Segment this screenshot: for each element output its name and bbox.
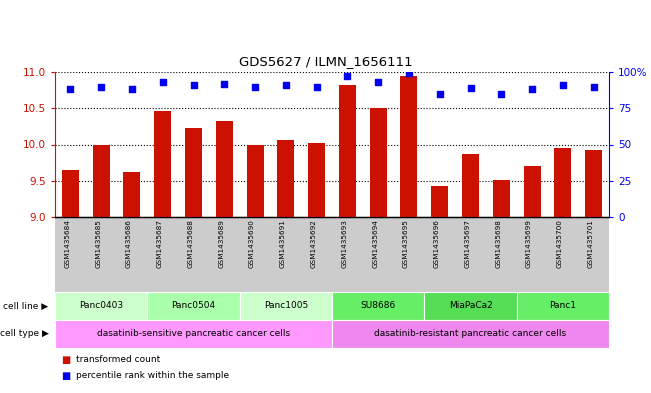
Text: cell type ▶: cell type ▶ bbox=[0, 329, 48, 338]
Text: cell line ▶: cell line ▶ bbox=[3, 301, 48, 310]
Point bbox=[404, 70, 414, 77]
Bar bbox=[308, 143, 325, 217]
Text: ■: ■ bbox=[61, 371, 71, 381]
Point bbox=[311, 83, 322, 90]
Point bbox=[96, 83, 106, 90]
Point bbox=[219, 81, 230, 87]
Bar bbox=[124, 172, 141, 217]
Text: Panc1: Panc1 bbox=[549, 301, 576, 310]
Point bbox=[188, 82, 199, 88]
Bar bbox=[339, 85, 356, 217]
Bar bbox=[216, 121, 233, 217]
Bar bbox=[62, 170, 79, 217]
Text: GSM1435693: GSM1435693 bbox=[341, 219, 348, 268]
Text: GSM1435700: GSM1435700 bbox=[557, 219, 563, 268]
Text: GSM1435691: GSM1435691 bbox=[280, 219, 286, 268]
Bar bbox=[400, 76, 417, 217]
Text: Panc1005: Panc1005 bbox=[264, 301, 308, 310]
Text: GSM1435689: GSM1435689 bbox=[218, 219, 225, 268]
Text: ■: ■ bbox=[61, 355, 71, 365]
Point bbox=[373, 79, 383, 85]
Bar bbox=[523, 166, 540, 217]
Text: Panc0403: Panc0403 bbox=[79, 301, 123, 310]
Text: GSM1435695: GSM1435695 bbox=[403, 219, 409, 268]
Text: GSM1435688: GSM1435688 bbox=[187, 219, 193, 268]
Text: GSM1435686: GSM1435686 bbox=[126, 219, 132, 268]
Text: SU8686: SU8686 bbox=[361, 301, 396, 310]
Text: GSM1435696: GSM1435696 bbox=[434, 219, 439, 268]
Text: GSM1435697: GSM1435697 bbox=[465, 219, 471, 268]
Point bbox=[127, 86, 137, 92]
Point bbox=[250, 83, 260, 90]
Text: dasatinib-sensitive pancreatic cancer cells: dasatinib-sensitive pancreatic cancer ce… bbox=[97, 329, 290, 338]
Bar bbox=[493, 180, 510, 217]
Text: GSM1435687: GSM1435687 bbox=[157, 219, 163, 268]
Text: GSM1435690: GSM1435690 bbox=[249, 219, 255, 268]
Text: GDS5627 / ILMN_1656111: GDS5627 / ILMN_1656111 bbox=[239, 55, 412, 68]
Point bbox=[281, 82, 291, 88]
Text: Panc0504: Panc0504 bbox=[171, 301, 215, 310]
Text: GSM1435684: GSM1435684 bbox=[64, 219, 70, 268]
Point bbox=[465, 85, 476, 91]
Text: MiaPaCa2: MiaPaCa2 bbox=[449, 301, 492, 310]
Text: GSM1435701: GSM1435701 bbox=[588, 219, 594, 268]
Text: GSM1435694: GSM1435694 bbox=[372, 219, 378, 268]
Point bbox=[527, 86, 537, 92]
Point bbox=[158, 79, 168, 85]
Bar bbox=[555, 148, 572, 217]
Point bbox=[496, 91, 506, 97]
Bar bbox=[585, 150, 602, 217]
Bar bbox=[462, 154, 479, 217]
Bar bbox=[185, 128, 202, 217]
Bar bbox=[154, 111, 171, 217]
Point bbox=[434, 91, 445, 97]
Text: percentile rank within the sample: percentile rank within the sample bbox=[76, 371, 229, 380]
Text: GSM1435692: GSM1435692 bbox=[311, 219, 316, 268]
Point bbox=[342, 73, 353, 79]
Point bbox=[65, 86, 76, 92]
Bar bbox=[431, 186, 448, 217]
Point bbox=[558, 82, 568, 88]
Text: GSM1435699: GSM1435699 bbox=[526, 219, 532, 268]
Point bbox=[589, 83, 599, 90]
Bar bbox=[370, 108, 387, 217]
Text: GSM1435698: GSM1435698 bbox=[495, 219, 501, 268]
Text: transformed count: transformed count bbox=[76, 356, 160, 364]
Bar bbox=[92, 145, 109, 217]
Text: GSM1435685: GSM1435685 bbox=[95, 219, 101, 268]
Text: dasatinib-resistant pancreatic cancer cells: dasatinib-resistant pancreatic cancer ce… bbox=[374, 329, 566, 338]
Bar bbox=[247, 145, 264, 217]
Bar bbox=[277, 140, 294, 217]
